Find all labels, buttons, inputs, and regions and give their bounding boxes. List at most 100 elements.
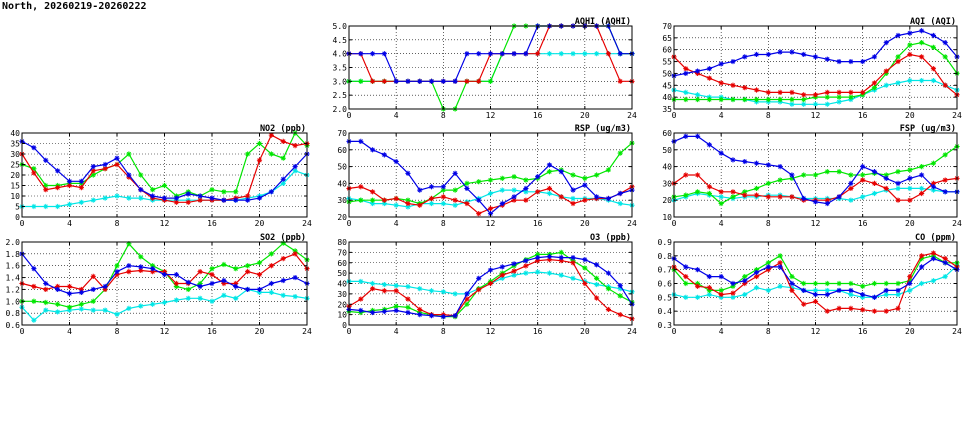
data-point [233, 189, 239, 195]
data-point [511, 272, 517, 278]
data-point [617, 150, 623, 156]
data-point [464, 301, 470, 307]
data-point [209, 272, 215, 278]
data-point [605, 167, 612, 173]
data-point [381, 152, 387, 158]
data-point [55, 286, 61, 293]
data-point [871, 190, 878, 197]
data-point [706, 285, 712, 291]
data-point [718, 61, 724, 67]
data-point [742, 96, 748, 103]
data-point [43, 182, 49, 189]
data-point [883, 185, 889, 192]
data-point [268, 151, 274, 157]
x-tick-label: 8 [441, 111, 446, 120]
data-point [114, 272, 120, 278]
data-point [836, 194, 842, 200]
x-tick-label: 12 [811, 327, 821, 336]
data-point [558, 254, 564, 261]
data-point [138, 172, 144, 178]
data-point [594, 194, 600, 200]
data-point [138, 254, 144, 260]
x-tick-label: 4 [394, 327, 399, 336]
x-tick-label: 16 [858, 111, 868, 120]
data-point [31, 298, 37, 304]
data-point [476, 275, 482, 281]
data-point [919, 253, 925, 259]
y-tick-label: 15 [10, 182, 20, 191]
data-point [812, 172, 819, 178]
data-point [452, 313, 458, 319]
data-point [919, 185, 925, 192]
data-point [150, 187, 156, 193]
data-point [233, 283, 239, 290]
data-point [871, 280, 878, 287]
data-point [499, 175, 505, 181]
data-point [730, 294, 736, 300]
data-point [730, 283, 736, 289]
x-tick-label: 0 [347, 219, 352, 228]
data-point [895, 287, 901, 294]
data-point [777, 164, 783, 170]
data-point [883, 172, 889, 178]
data-point [268, 263, 274, 269]
data-point [907, 30, 913, 36]
chart-co: 0 4 8 12 16 20 24 0.3 0.4 0.5 0.6 0.7 0.8 0.9 CO (ppm) [658, 233, 962, 336]
data-point [777, 283, 783, 289]
x-tick-label: 12 [486, 327, 496, 336]
x-tick-label: 8 [766, 111, 771, 120]
data-point [256, 195, 263, 201]
y-tick-label: 60 [337, 259, 347, 268]
data-point [102, 195, 108, 201]
data-point [907, 273, 913, 280]
data-point [245, 193, 251, 199]
data-point [930, 187, 937, 193]
data-point [393, 202, 399, 208]
x-tick-label: 4 [67, 327, 72, 336]
data-point [535, 174, 541, 180]
data-point [605, 286, 612, 292]
data-point [789, 89, 795, 95]
data-point [919, 256, 925, 262]
data-point [405, 170, 411, 176]
data-point [209, 280, 215, 287]
data-point [245, 197, 251, 203]
data-point [209, 298, 215, 304]
data-point [617, 312, 623, 318]
data-point [417, 78, 423, 84]
y-tick-label: 1.4 [6, 274, 21, 283]
data-point [570, 275, 576, 281]
data-point [381, 200, 387, 207]
x-tick-label: 0 [20, 327, 25, 336]
data-point [753, 192, 760, 198]
data-point [546, 185, 553, 192]
data-point [617, 78, 623, 84]
data-point [511, 174, 517, 180]
data-point [535, 254, 541, 261]
data-point [499, 51, 505, 57]
data-point [895, 305, 901, 311]
data-point [753, 269, 760, 276]
data-point [895, 185, 901, 192]
chart-title-aqi: AQI (AQI) [910, 17, 956, 27]
data-point [511, 187, 517, 193]
data-point [126, 195, 132, 201]
x-tick-label: 0 [347, 327, 352, 336]
data-point [43, 307, 49, 313]
data-point [860, 172, 866, 178]
data-point [369, 200, 376, 207]
data-point [812, 199, 819, 205]
data-point [765, 162, 771, 168]
y-tick-label: 0.8 [6, 309, 21, 318]
y-tick-label: 5.0 [333, 22, 348, 31]
data-point [848, 89, 854, 95]
y-tick-label: 10 [337, 311, 347, 320]
y-tick-label: 25 [10, 161, 20, 170]
data-point [895, 54, 901, 60]
data-point [197, 295, 203, 301]
data-point [31, 203, 37, 210]
data-point [221, 261, 227, 268]
data-point [197, 197, 203, 203]
data-point [292, 293, 298, 300]
